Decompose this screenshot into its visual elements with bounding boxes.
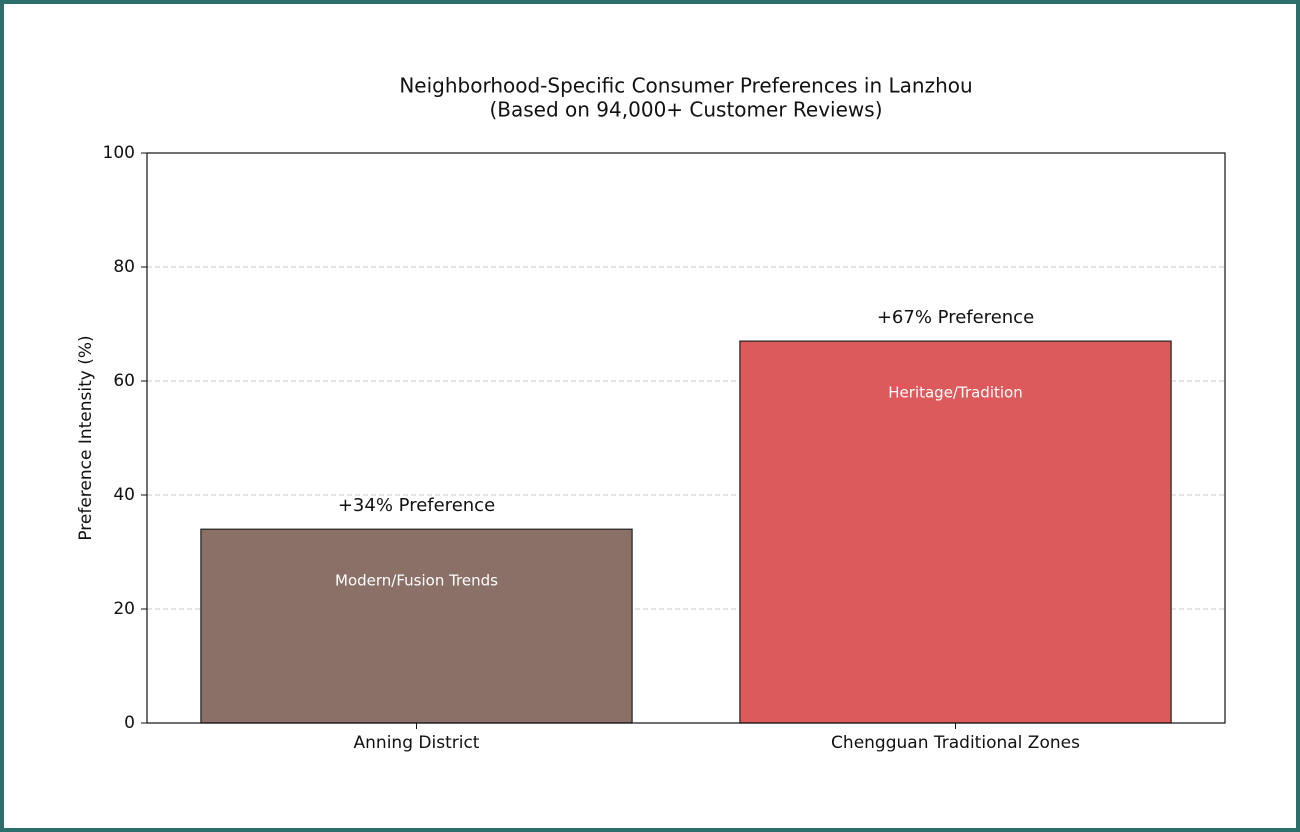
y-tick-label: 60 — [113, 371, 135, 391]
y-tick-label: 40 — [113, 485, 135, 505]
x-tick-label: Anning District — [354, 733, 480, 753]
y-tick-label: 0 — [124, 713, 135, 733]
x-tick-label: Chengguan Traditional Zones — [831, 733, 1080, 753]
y-axis-label: Preference Intensity (%) — [76, 335, 96, 540]
bar — [739, 340, 1172, 724]
bar — [200, 528, 633, 724]
y-tick-label: 20 — [113, 599, 135, 619]
chart-subtitle: (Based on 94,000+ Customer Reviews) — [489, 98, 882, 122]
y-tick-label: 100 — [103, 143, 135, 163]
chart-title: Neighborhood-Specific Consumer Preferenc… — [399, 74, 972, 98]
bar-label: Heritage/Tradition — [888, 384, 1022, 402]
bar-label: Modern/Fusion Trends — [335, 572, 498, 590]
y-tick-label: 80 — [113, 257, 135, 277]
value-label: +67% Preference — [877, 307, 1034, 328]
plot-frame — [146, 152, 1226, 724]
value-label: +34% Preference — [338, 495, 495, 516]
